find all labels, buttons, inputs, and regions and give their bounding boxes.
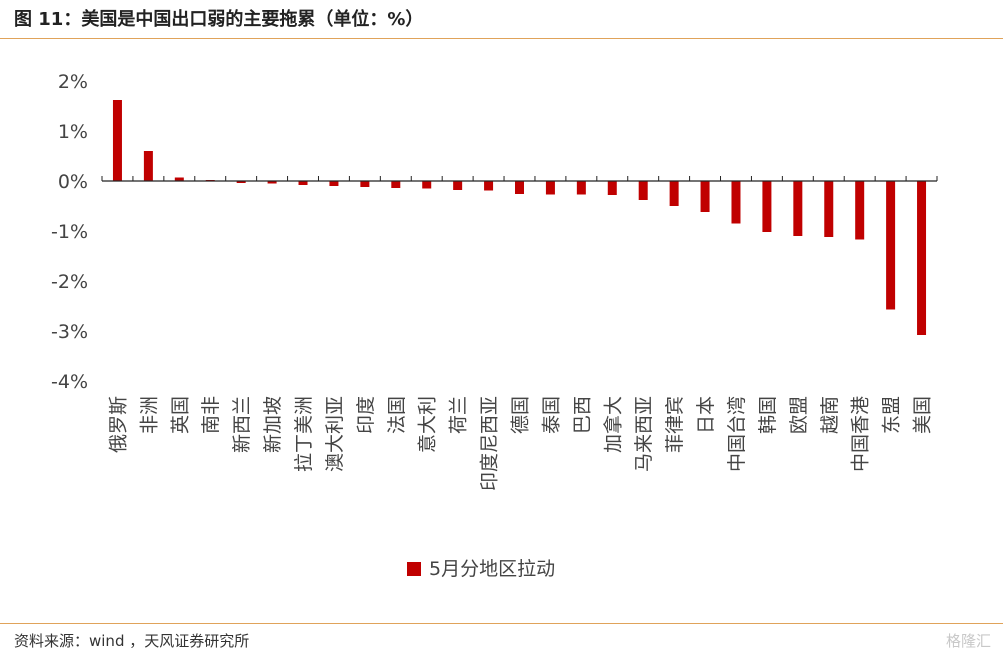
bar bbox=[793, 181, 803, 236]
category-label: 非洲 bbox=[138, 396, 160, 434]
bar bbox=[917, 181, 927, 335]
bar bbox=[762, 181, 772, 232]
y-tick-label: 1% bbox=[58, 121, 88, 143]
category-label: 韩国 bbox=[757, 396, 779, 434]
category-label: 越南 bbox=[819, 396, 841, 434]
category-label: 法国 bbox=[386, 396, 408, 434]
category-label: 印度尼西亚 bbox=[479, 396, 501, 491]
bar bbox=[607, 181, 617, 195]
bar bbox=[638, 181, 648, 200]
bar bbox=[731, 181, 741, 224]
bar bbox=[391, 181, 401, 188]
category-label: 新西兰 bbox=[231, 396, 253, 453]
y-tick-label: -1% bbox=[51, 221, 88, 243]
bar bbox=[236, 181, 246, 183]
y-axis: 2% 1% 0% -1% -2% -3% -4% bbox=[51, 71, 88, 393]
legend: 5月分地区拉动 bbox=[407, 558, 555, 580]
category-label: 荷兰 bbox=[448, 396, 470, 434]
category-label: 中国台湾 bbox=[726, 396, 748, 472]
category-label: 英国 bbox=[169, 396, 191, 434]
bar bbox=[484, 181, 494, 191]
watermark-logo: 格隆汇 bbox=[945, 632, 991, 650]
source-note: 资料来源：wind ，天风证券研究所 bbox=[14, 632, 250, 650]
y-tick-label: -4% bbox=[51, 371, 88, 393]
bars bbox=[112, 100, 927, 335]
x-axis: 俄罗斯 非洲 英国 南非 新西兰 新加坡 拉丁美洲 澳大利亚 印度 法国 意大利 荷兰 印度尼西亚 德国泰… bbox=[101, 176, 938, 491]
chart-title: 图 11：美国是中国出口弱的主要拖累（单位：%） bbox=[14, 9, 424, 30]
category-label: 中国香港 bbox=[850, 396, 872, 472]
category-label: 加拿大 bbox=[601, 396, 624, 453]
bar-chart: 2% 1% 0% -1% -2% -3% -4% 俄罗斯 非洲 英国 南非 新西兰 新加坡 拉丁美洲 澳大… bbox=[51, 71, 938, 580]
bar bbox=[669, 181, 679, 206]
bar bbox=[329, 181, 339, 186]
category-label: 马来西亚 bbox=[633, 396, 655, 472]
bar bbox=[545, 181, 555, 195]
category-label: 菲律宾 bbox=[664, 396, 686, 453]
bar bbox=[112, 100, 122, 181]
bar bbox=[174, 177, 184, 181]
bar bbox=[700, 181, 710, 212]
top-divider bbox=[0, 38, 1003, 39]
category-label: 俄罗斯 bbox=[107, 396, 129, 453]
bar bbox=[855, 181, 865, 240]
bar bbox=[824, 181, 834, 237]
category-label: 拉丁美洲 bbox=[293, 396, 315, 472]
category-label: 印度 bbox=[355, 396, 377, 434]
y-tick-label: 2% bbox=[58, 71, 88, 93]
category-label: 南非 bbox=[200, 396, 222, 434]
y-tick-label: 0% bbox=[58, 171, 88, 193]
legend-label: 5月分地区拉动 bbox=[429, 558, 555, 580]
bar bbox=[267, 181, 277, 184]
category-label: 欧盟 bbox=[788, 396, 810, 434]
y-tick-label: -2% bbox=[51, 271, 88, 293]
legend-swatch bbox=[407, 562, 421, 576]
category-label: 泰国 bbox=[540, 396, 562, 434]
category-label: 德国 bbox=[510, 396, 532, 434]
bar bbox=[453, 181, 463, 190]
bottom-divider bbox=[0, 623, 1003, 624]
category-label: 新加坡 bbox=[262, 396, 284, 453]
category-label: 美国 bbox=[912, 396, 934, 434]
category-label: 澳大利亚 bbox=[324, 396, 346, 472]
bar bbox=[298, 181, 308, 185]
category-label: 巴西 bbox=[571, 396, 593, 434]
category-label: 日本 bbox=[695, 396, 717, 434]
bar bbox=[886, 181, 896, 310]
bar bbox=[422, 181, 432, 189]
chart-header: 图 11：美国是中国出口弱的主要拖累（单位：%） bbox=[14, 4, 989, 36]
y-tick-label: -3% bbox=[51, 321, 88, 343]
bar bbox=[515, 181, 524, 194]
bar bbox=[576, 181, 586, 195]
bar bbox=[360, 181, 370, 187]
bar bbox=[143, 151, 153, 181]
category-label: 意大利 bbox=[417, 396, 439, 453]
category-label: 东盟 bbox=[881, 396, 903, 434]
